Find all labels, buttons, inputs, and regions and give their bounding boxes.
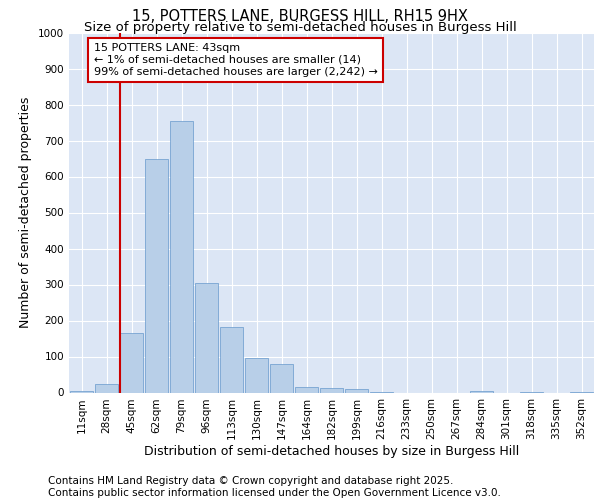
Bar: [145, 159, 168, 392]
Bar: [70, 390, 93, 392]
Bar: [120, 333, 143, 392]
Text: 15, POTTERS LANE, BURGESS HILL, RH15 9HX: 15, POTTERS LANE, BURGESS HILL, RH15 9HX: [132, 9, 468, 24]
Bar: [195, 282, 218, 393]
Bar: [245, 358, 268, 392]
Y-axis label: Number of semi-detached properties: Number of semi-detached properties: [19, 97, 32, 328]
Bar: [295, 387, 318, 392]
Bar: [95, 384, 118, 392]
Bar: [170, 120, 193, 392]
Bar: [220, 327, 243, 392]
Text: Contains HM Land Registry data © Crown copyright and database right 2025.
Contai: Contains HM Land Registry data © Crown c…: [48, 476, 501, 498]
Text: 15 POTTERS LANE: 43sqm
← 1% of semi-detached houses are smaller (14)
99% of semi: 15 POTTERS LANE: 43sqm ← 1% of semi-deta…: [94, 44, 378, 76]
Bar: [345, 388, 368, 392]
Bar: [320, 388, 343, 392]
X-axis label: Distribution of semi-detached houses by size in Burgess Hill: Distribution of semi-detached houses by …: [144, 445, 519, 458]
Bar: [270, 364, 293, 392]
Text: Size of property relative to semi-detached houses in Burgess Hill: Size of property relative to semi-detach…: [83, 21, 517, 34]
